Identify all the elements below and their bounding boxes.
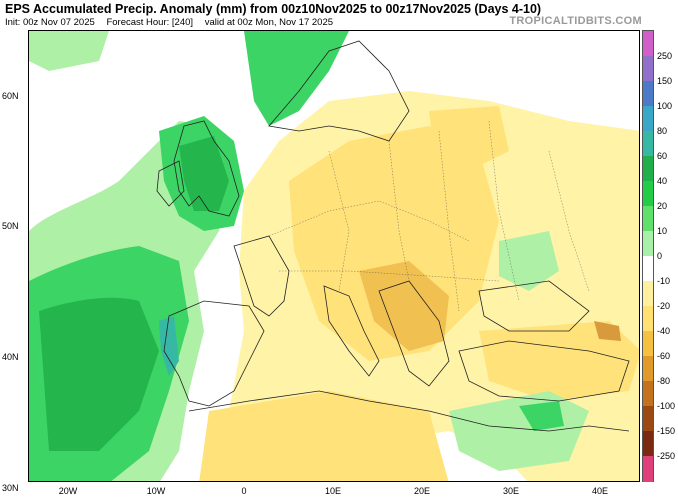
atlantic-wet-strong	[39, 297, 159, 451]
colorbar-tick-label: 80	[657, 126, 668, 136]
map-title: EPS Accumulated Precip. Anomaly (mm) fro…	[5, 2, 542, 16]
lat-label-50n: 50N	[2, 221, 19, 231]
uk-coast	[173, 120, 240, 217]
norway-wet-region	[244, 31, 349, 126]
colorbar-tick-label: 250	[657, 51, 673, 61]
lat-label-60n: 60N	[2, 91, 19, 101]
turkey-dry	[479, 321, 639, 401]
turkey-coast	[458, 340, 630, 402]
colorbar-tick-label: -60	[657, 351, 671, 361]
lon-label-20e: 20E	[413, 486, 431, 496]
balkans-coast	[378, 280, 450, 387]
country-borders	[268, 120, 590, 312]
colorbar-tick-label: -150	[657, 426, 676, 436]
colorbar-segment	[643, 431, 653, 457]
colorbar-tick-label: 150	[657, 76, 673, 86]
lat-label-30n: 30N	[2, 483, 19, 493]
colorbar-segment	[643, 131, 653, 157]
turkey-dry-strong	[594, 321, 621, 341]
iceland-wet	[29, 31, 109, 71]
colorbar	[642, 30, 654, 482]
colorbar-segment	[643, 31, 653, 57]
lon-label-30e: 30E	[502, 486, 520, 496]
colorbar-segment	[643, 181, 653, 207]
colorbar-segment	[643, 231, 653, 257]
lon-label-40e: 40E	[591, 486, 609, 496]
colorbar-segment	[643, 106, 653, 132]
colorbar-tick-label: 60	[657, 151, 668, 161]
colorbar-segment	[643, 81, 653, 107]
colorbar-segment	[643, 406, 653, 432]
black-sea-coast	[478, 280, 590, 332]
ireland-coast	[156, 160, 185, 207]
colorbar-tick-label: -80	[657, 376, 671, 386]
valid-time: valid at 00z Mon, Nov 17 2025	[204, 17, 334, 28]
france-coast	[233, 235, 290, 317]
colorbar-tick-label: 0	[657, 251, 663, 261]
colorbar-tick-label: 20	[657, 201, 668, 211]
north-africa-dry	[199, 391, 449, 481]
colorbar-tick-label: -250	[657, 451, 676, 461]
colorbar-tick-label: 10	[657, 226, 668, 236]
colorbar-segment	[643, 381, 653, 407]
forecast-hour: Forecast Hour: [240]	[106, 17, 194, 28]
colorbar-segment	[643, 356, 653, 382]
lon-label-10e: 10E	[324, 486, 342, 496]
colorbar-tick-label: -10	[657, 276, 671, 286]
scandinavia-coast	[268, 40, 410, 142]
colorbar-segment	[643, 456, 653, 482]
ukraine-wet	[499, 231, 559, 291]
colorbar-tick-label: -100	[657, 401, 676, 411]
colorbar-segment	[643, 331, 653, 357]
uk-wet-strong	[179, 136, 229, 211]
colorbar-segment	[643, 306, 653, 332]
colorbar-tick-label: 100	[657, 101, 673, 111]
site-watermark: TROPICALTIDBITS.COM	[509, 15, 642, 27]
map-subtitle: Init: 00z Nov 07 2025 Forecast Hour: [24…	[5, 17, 342, 28]
colorbar-tick-label: -40	[657, 326, 671, 336]
colorbar-segment	[643, 256, 653, 282]
lat-label-40n: 40N	[2, 352, 19, 362]
colorbar-segment	[643, 56, 653, 82]
cyprus-wet	[519, 401, 564, 431]
colorbar-segment	[643, 281, 653, 307]
coastlines	[156, 40, 630, 432]
iberia-coast	[163, 300, 265, 407]
map-canvas	[29, 31, 639, 481]
lon-label-20w: 20W	[58, 486, 78, 496]
map-header: EPS Accumulated Precip. Anomaly (mm) fro…	[0, 0, 678, 30]
colorbar-segment	[643, 156, 653, 182]
iberia-coast-wet	[159, 316, 179, 376]
colorbar-segment	[643, 206, 653, 232]
colorbar-tick-label: 40	[657, 176, 668, 186]
balkans-dry-strong	[359, 261, 449, 351]
colorbar-tick-label: -20	[657, 301, 671, 311]
africa-coast	[188, 390, 630, 432]
lon-label-10w: 10W	[146, 486, 166, 496]
init-time: Init: 00z Nov 07 2025	[5, 17, 95, 28]
lon-label-0: 0	[241, 486, 247, 496]
precip-anomaly-map	[28, 30, 640, 482]
italy-coast	[323, 285, 380, 377]
